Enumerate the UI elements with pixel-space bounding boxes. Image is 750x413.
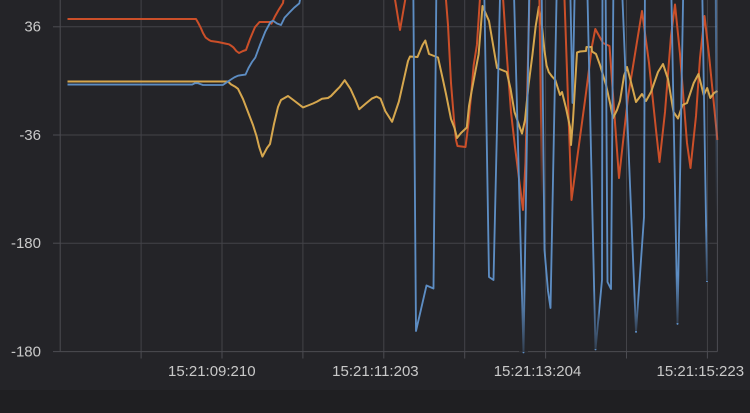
svg-text:15:21:09:210: 15:21:09:210 <box>168 363 256 380</box>
svg-text:-180: -180 <box>11 235 41 252</box>
svg-text:-36: -36 <box>19 127 41 144</box>
svg-text:15:21:15:223: 15:21:15:223 <box>657 363 745 380</box>
svg-text:-180: -180 <box>11 344 41 361</box>
svg-text:15:21:11:203: 15:21:11:203 <box>332 363 418 380</box>
svg-text:36: 36 <box>24 19 41 36</box>
svg-text:15:21:13:204: 15:21:13:204 <box>494 363 582 380</box>
